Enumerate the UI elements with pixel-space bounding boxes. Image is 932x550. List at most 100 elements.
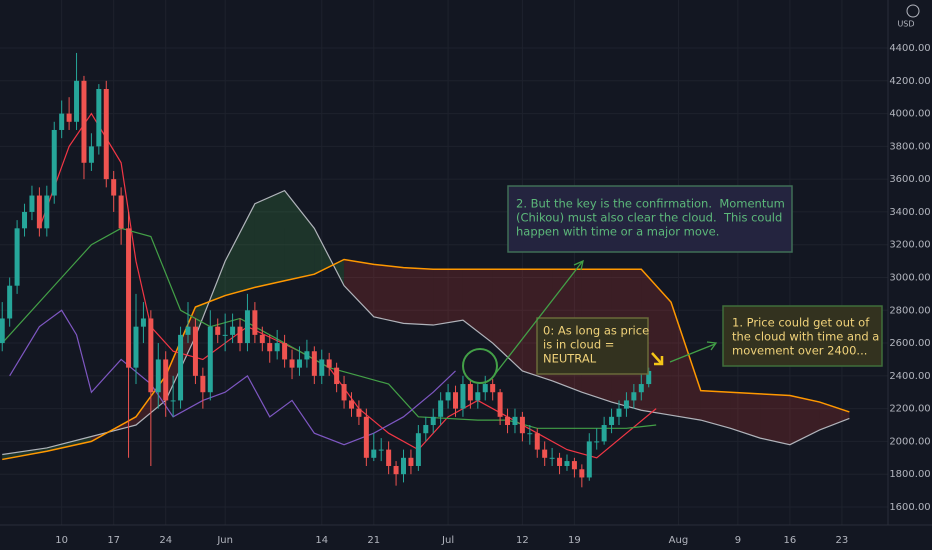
candle-body <box>378 449 384 451</box>
candle-body <box>222 334 228 336</box>
candle-body <box>14 228 20 286</box>
indicator-line <box>9 309 456 446</box>
candle-body <box>0 318 5 344</box>
y-tick-label: 3000.00 <box>889 272 930 283</box>
candle-body <box>237 326 243 344</box>
candle-body <box>267 343 273 352</box>
candle-body <box>527 433 533 435</box>
note-text: 2. But the key is the confirmation. Mome… <box>516 197 785 211</box>
candle-body <box>334 367 340 385</box>
x-tick-label: Aug <box>669 535 689 546</box>
candle-body <box>259 334 265 344</box>
info-icon[interactable] <box>906 4 920 18</box>
x-tick-label: 12 <box>516 535 529 546</box>
cloud-fill <box>760 393 790 445</box>
candle-body <box>51 129 57 196</box>
y-tick-label: 4200.00 <box>889 76 930 87</box>
y-tick-label: 1600.00 <box>889 502 930 513</box>
candle-body <box>319 359 325 376</box>
candle-body <box>646 370 652 385</box>
note-box <box>536 317 649 375</box>
note-text: (Chikou) must also clear the cloud. This… <box>516 211 782 225</box>
candle-body <box>638 384 644 393</box>
candle-body <box>423 425 429 434</box>
candle-body <box>453 392 459 409</box>
candle-body <box>475 392 481 401</box>
candle-body <box>341 384 347 401</box>
candle-body <box>59 113 65 130</box>
grid <box>0 0 888 525</box>
candle-body <box>44 195 50 229</box>
candle-body <box>467 384 473 401</box>
candle-body <box>616 408 622 417</box>
cloud-fill <box>433 269 463 326</box>
candle-body <box>460 384 466 409</box>
candle-body <box>549 457 555 459</box>
candle-body <box>586 441 592 478</box>
note-text: is in cloud = <box>543 338 614 352</box>
candle-body <box>88 146 94 163</box>
y-tick-label: 2800.00 <box>889 305 930 316</box>
cloud-fill <box>789 395 820 445</box>
cloud-fill <box>730 392 761 439</box>
candle-body <box>22 211 28 229</box>
candle-body <box>215 326 221 335</box>
candle-body <box>230 326 236 335</box>
cloud-fill <box>462 269 493 344</box>
candle-body <box>534 433 540 450</box>
y-tick-label: 2000.00 <box>889 436 930 447</box>
y-tick-label: 1800.00 <box>889 469 930 480</box>
cloud-fill <box>403 267 434 326</box>
candle-body <box>601 425 607 442</box>
candle-body <box>274 343 280 352</box>
candle-body <box>356 408 362 417</box>
x-tick-label: 23 <box>836 535 849 546</box>
cloud-fill <box>284 190 315 281</box>
y-tick-label: 2600.00 <box>889 338 930 349</box>
candle-body <box>282 343 288 360</box>
candle-body <box>623 400 629 409</box>
candle-body <box>609 416 615 426</box>
candle-body <box>81 80 87 163</box>
y-tick-label: 4400.00 <box>889 43 930 54</box>
x-tick-label: 9 <box>735 535 741 546</box>
note-text: NEUTRAL <box>543 352 597 366</box>
arrow <box>669 341 718 363</box>
arrow <box>651 352 664 366</box>
candle-body <box>244 310 250 344</box>
candle-body <box>497 392 503 417</box>
candle-body <box>200 375 206 393</box>
cloud-fill <box>373 264 404 324</box>
candle-body <box>304 351 310 360</box>
candle-body <box>401 457 407 475</box>
cloud-fill <box>344 259 374 317</box>
candle-body <box>296 359 302 368</box>
candle-body <box>594 441 600 443</box>
x-tick-label: 16 <box>784 535 797 546</box>
x-tick-label: 19 <box>568 535 581 546</box>
note-text: happen with time or a major move. <box>516 225 719 239</box>
cloud-fill <box>492 269 523 371</box>
candle-body <box>7 285 13 319</box>
candle-body <box>571 461 577 470</box>
candle-body <box>631 392 637 401</box>
candle-body <box>103 89 109 180</box>
x-tick-label: 21 <box>367 535 380 546</box>
axes: 4400.00 4200.00 4000.00 3800.00 3600.00 3400.… <box>55 43 930 546</box>
x-tick-label: 14 <box>315 535 328 546</box>
y-tick-label: 4000.00 <box>889 109 930 120</box>
candle-body <box>363 416 369 458</box>
note-box <box>507 185 793 253</box>
candle-body <box>438 400 444 417</box>
cloud-fill <box>819 402 850 430</box>
candle-body <box>111 179 117 196</box>
candle-body <box>326 359 332 368</box>
candle-body <box>371 449 377 458</box>
note-box <box>722 305 883 367</box>
candle-body <box>482 384 488 393</box>
candle-body <box>185 326 191 335</box>
candle-body <box>505 416 511 426</box>
cloud-fill <box>46 436 92 452</box>
candle-body <box>393 465 399 475</box>
